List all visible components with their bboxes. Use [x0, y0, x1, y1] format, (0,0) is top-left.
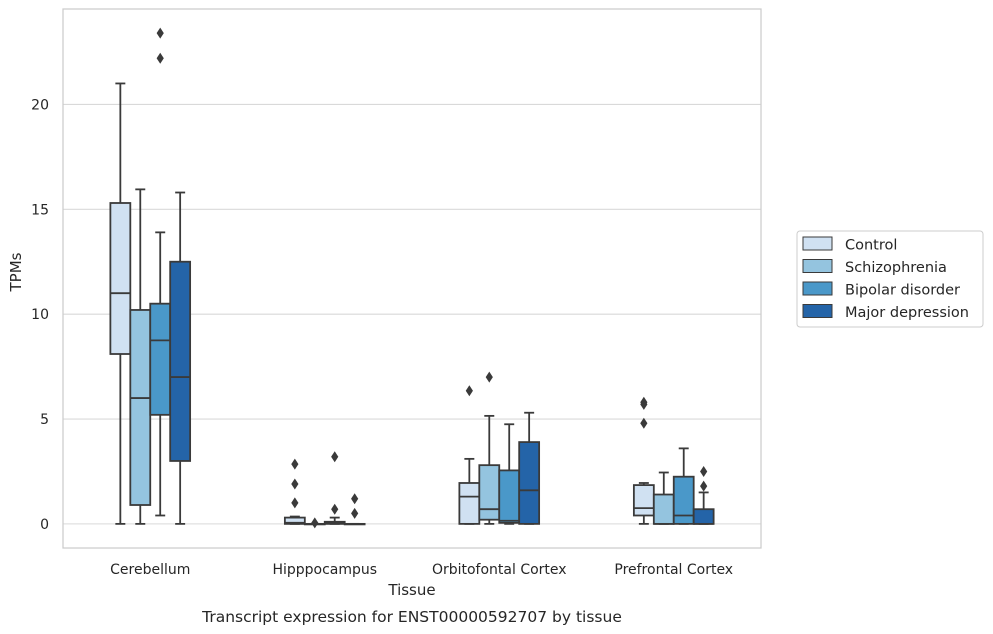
y-tick-label: 5 — [40, 412, 49, 428]
outlier-point — [640, 396, 648, 408]
x-tick-labels: Cerebellum Hipppocampus Orbitofontal Corte… — [110, 562, 733, 578]
outlier-point — [331, 503, 339, 515]
x-tick-label: Prefrontal Cortex — [614, 562, 733, 578]
outlier-point — [156, 27, 164, 39]
legend-label: Bipolar disorder — [845, 283, 960, 299]
x-tick-label: Cerebellum — [110, 562, 190, 578]
box-schizophrenia — [478, 371, 501, 525]
box-iqr — [518, 441, 541, 525]
box-major-depression — [343, 493, 366, 526]
box-control — [283, 458, 306, 525]
y-tick-label: 0 — [40, 517, 49, 533]
y-tick-label: 15 — [31, 202, 49, 218]
x-tick-label: Orbitofontal Cortex — [432, 562, 567, 578]
outlier-point — [331, 451, 339, 463]
box-schizophrenia — [652, 471, 675, 525]
plot-frame — [62, 8, 762, 549]
box-bipolar-disorder — [149, 27, 172, 517]
outlier-point — [156, 52, 164, 64]
box-iqr — [692, 508, 715, 525]
y-axis-label: TPMs — [7, 252, 25, 292]
chart-caption: Transcript expression for ENST0000059270… — [201, 608, 622, 626]
box-control — [109, 82, 132, 525]
legend-label: Schizophrenia — [845, 260, 947, 276]
box-iqr — [283, 516, 306, 525]
legend-label: Control — [845, 238, 897, 254]
legend-swatch — [802, 281, 833, 296]
outlier-point — [640, 417, 648, 429]
box-major-depression — [692, 465, 715, 525]
box-iqr — [458, 482, 481, 525]
box-series — [109, 27, 715, 529]
legend-swatch — [802, 304, 833, 318]
outlier-point — [465, 385, 473, 397]
x-tick-label: Hipppocampus — [272, 562, 377, 578]
outlier-point — [700, 465, 708, 477]
y-tick-label: 10 — [31, 307, 49, 323]
y-tick-labels: 0 5 10 15 20 — [31, 97, 49, 532]
box-iqr — [652, 493, 675, 525]
y-tick-label: 20 — [31, 97, 49, 113]
outlier-point — [291, 478, 299, 490]
legend-frame — [796, 230, 984, 328]
box-major-depression — [169, 191, 192, 525]
outlier-point — [351, 507, 359, 519]
legend-swatch — [802, 259, 833, 273]
box-iqr — [632, 484, 655, 517]
outlier-point — [291, 497, 299, 509]
outlier-point — [700, 480, 708, 492]
box-iqr — [672, 475, 695, 525]
x-axis-label: Tissue — [387, 581, 435, 599]
legend-label: Major depression — [845, 305, 969, 321]
box-control — [632, 396, 655, 525]
box-iqr — [169, 260, 192, 462]
box-iqr — [109, 202, 132, 355]
outlier-point — [485, 371, 493, 383]
box-bipolar-disorder — [323, 451, 346, 525]
outlier-point — [311, 517, 319, 529]
plot-area — [63, 9, 761, 548]
box-major-depression — [518, 411, 541, 525]
outlier-point — [291, 458, 299, 470]
box-iqr — [498, 469, 521, 524]
box-iqr — [129, 309, 152, 506]
legend-swatch — [802, 236, 833, 251]
box-bipolar-disorder — [672, 447, 695, 525]
box-schizophrenia — [129, 188, 152, 525]
legend: Control Schizophrenia Bipolar disorder Majo… — [796, 230, 984, 328]
box-schizophrenia — [303, 517, 326, 529]
box-iqr — [478, 464, 501, 521]
outlier-point — [351, 493, 359, 505]
box-iqr — [149, 302, 172, 416]
